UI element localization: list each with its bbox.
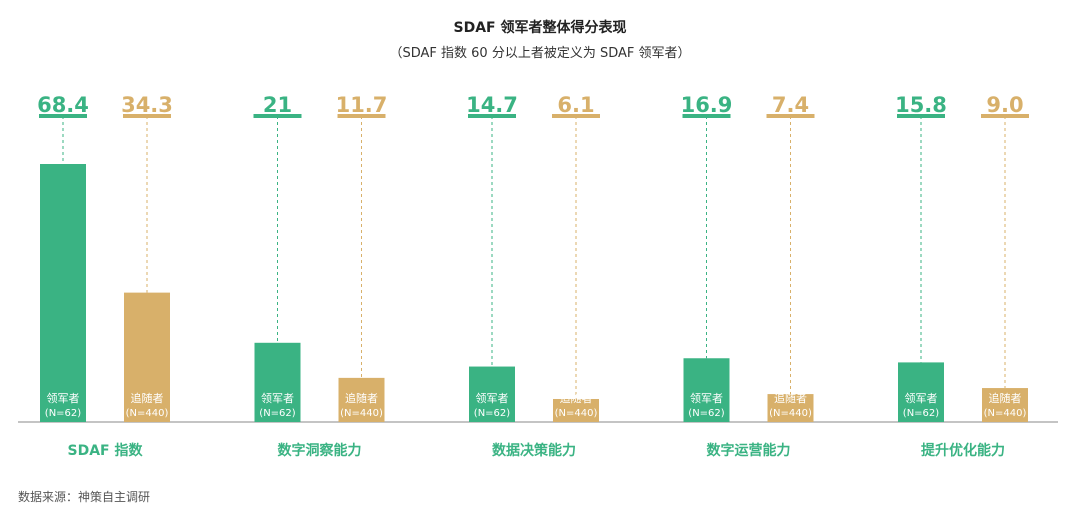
- bar-leader-3: [683, 358, 730, 422]
- chart-title: SDAF 领军者整体得分表现: [453, 20, 627, 36]
- series-n-label-leader-3: (N=62): [688, 408, 724, 419]
- chart-subtitle: （SDAF 指数 60 分以上者被定义为 SDAF 领军者）: [389, 46, 691, 61]
- bar-follower-1: [338, 377, 385, 422]
- value-underline-follower-2: [552, 114, 600, 118]
- series-n-label-leader-4: (N=62): [903, 408, 939, 419]
- series-label-follower-0: 追随者: [131, 391, 164, 405]
- data-label-leader-4: 15.8: [895, 93, 947, 117]
- bar-leader-1: [254, 342, 301, 422]
- series-n-label-follower-0: (N=440): [126, 408, 169, 419]
- category-label-3: 数字运营能力: [707, 442, 791, 459]
- series-n-label-follower-4: (N=440): [984, 408, 1027, 419]
- category-label-4: 提升优化能力: [921, 442, 1005, 459]
- data-label-follower-3: 7.4: [772, 93, 809, 117]
- data-source-note: 数据来源：神策自主调研: [18, 490, 151, 504]
- data-label-follower-4: 9.0: [986, 93, 1023, 117]
- series-label-follower-1: 追随者: [345, 391, 378, 405]
- series-label-follower-2: 追随者: [560, 391, 593, 405]
- series-label-follower-3: 追随者: [774, 391, 807, 405]
- data-label-leader-0: 68.4: [37, 93, 89, 117]
- bar-leader-4: [898, 362, 944, 422]
- series-label-follower-4: 追随者: [989, 391, 1022, 405]
- bar-follower-2: [553, 398, 599, 422]
- bar-leader-2: [469, 366, 515, 422]
- bar-follower-0: [124, 292, 170, 422]
- series-n-label-leader-0: (N=62): [45, 408, 81, 419]
- series-n-label-follower-3: (N=440): [769, 408, 812, 419]
- category-label-1: 数字洞察能力: [278, 442, 362, 459]
- value-underline-leader-4: [897, 114, 945, 118]
- series-n-label-leader-1: (N=62): [259, 408, 295, 419]
- series-label-leader-3: 领军者: [690, 392, 723, 405]
- series-label-leader-1: 领军者: [261, 392, 294, 405]
- data-label-leader-3: 16.9: [681, 93, 733, 117]
- series-label-leader-4: 领军者: [905, 392, 938, 405]
- series-n-label-leader-2: (N=62): [474, 408, 510, 419]
- data-label-follower-2: 6.1: [557, 93, 594, 117]
- series-n-label-follower-1: (N=440): [340, 408, 383, 419]
- series-label-leader-2: 领军者: [476, 392, 509, 405]
- category-label-2: 数据决策能力: [492, 442, 576, 459]
- value-underline-leader-0: [39, 114, 87, 118]
- value-underline-follower-0: [123, 114, 171, 118]
- category-label-0: SDAF 指数: [68, 442, 144, 459]
- value-underline-follower-1: [337, 114, 386, 118]
- data-label-leader-2: 14.7: [466, 93, 518, 117]
- bar-follower-3: [767, 394, 814, 422]
- series-label-leader-0: 领军者: [47, 392, 80, 405]
- data-label-leader-1: 21: [263, 93, 292, 117]
- value-underline-leader-3: [682, 114, 731, 118]
- bar-leader-0: [40, 164, 86, 422]
- value-underline-leader-2: [468, 114, 516, 118]
- data-label-follower-0: 34.3: [121, 93, 173, 117]
- value-underline-follower-3: [766, 114, 815, 118]
- value-underline-leader-1: [253, 114, 302, 118]
- series-n-label-follower-2: (N=440): [555, 408, 598, 419]
- data-label-follower-1: 11.7: [336, 93, 388, 117]
- bar-follower-4: [982, 388, 1028, 422]
- value-underline-follower-4: [981, 114, 1029, 118]
